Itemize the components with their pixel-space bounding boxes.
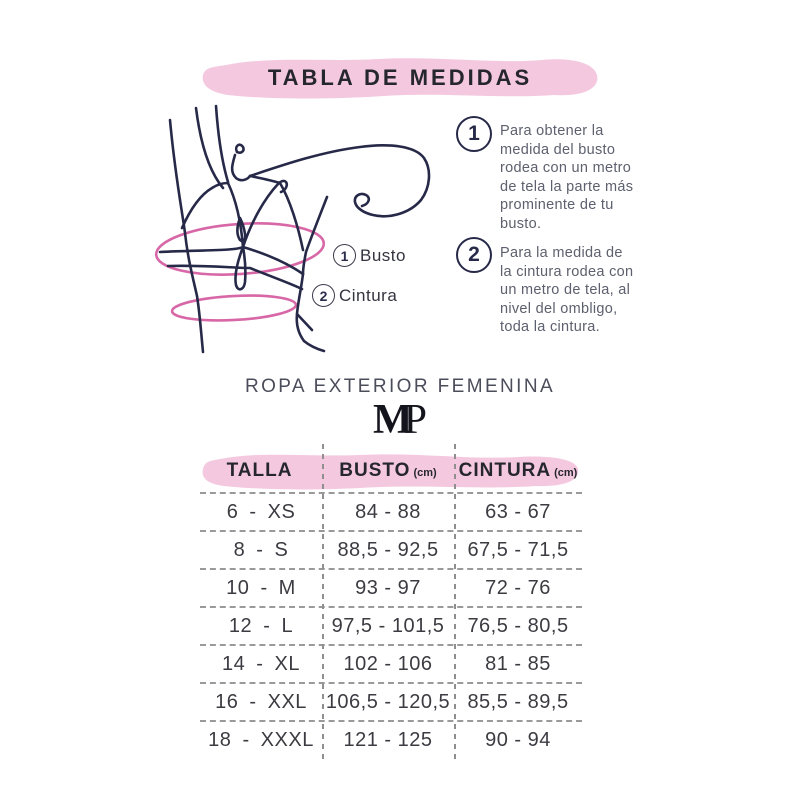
table-row: 8 - S 88,5 - 92,5 67,5 - 71,5 (200, 530, 582, 568)
instruction-2-text: Para la medida de la cintura rodea con u… (500, 245, 634, 336)
cell-talla: 6 - XS (226, 500, 296, 523)
brand-logo: MP (0, 398, 800, 442)
table-row: 14 - XL 102 - 106 81 - 85 (200, 644, 582, 682)
torso-measure-illustration (154, 104, 431, 354)
instruction-2-badge: 2 (456, 237, 492, 273)
table-header-blob-shape (202, 454, 579, 490)
cell-busto: 88,5 - 92,5 (337, 538, 439, 561)
cell-cintura: 85,5 - 89,5 (467, 690, 569, 713)
logo-letter-p: P (403, 397, 427, 443)
section-subtitle: ROPA EXTERIOR FEMENINA (244, 376, 556, 397)
busto-label: Busto (360, 245, 406, 265)
instruction-1-badge: 1 (456, 116, 492, 152)
cell-cintura: 67,5 - 71,5 (467, 538, 569, 561)
cell-talla: 8 - S (233, 538, 289, 561)
logo-letter-m: M (372, 397, 413, 443)
table-row: 10 - M 93 - 97 72 - 76 (200, 568, 582, 606)
cell-busto: 93 - 97 (355, 576, 421, 599)
table-row: 12 - L 97,5 - 101,5 76,5 - 80,5 (200, 606, 582, 644)
table-row: 6 - XS 84 - 88 63 - 67 (200, 492, 582, 530)
callout-cintura: 2 Cintura (312, 284, 397, 307)
table-row: 16 - XXL 106,5 - 120,5 85,5 - 89,5 (200, 682, 582, 720)
column-divider (322, 444, 324, 762)
waist-ring (170, 294, 298, 322)
cell-talla: 10 - M (226, 576, 296, 599)
column-header-cintura: CINTURA (cm) (458, 459, 578, 481)
cell-talla: 14 - XL (222, 652, 300, 675)
instruction-1-text: Para obtener la medida del busto rodea c… (500, 123, 634, 232)
title-banner: TABLA DE MEDIDAS (200, 54, 600, 101)
column-header-busto: BUSTO (cm) (339, 459, 437, 481)
page-title: TABLA DE MEDIDAS (267, 64, 533, 90)
cell-cintura: 90 - 94 (485, 728, 551, 751)
column-header-talla: TALLA (226, 459, 293, 481)
cell-busto: 84 - 88 (355, 500, 421, 523)
size-table-header: TALLA BUSTO (cm) CINTURA (cm) (200, 450, 582, 491)
cell-busto: 106,5 - 120,5 (325, 690, 451, 713)
cell-busto: 97,5 - 101,5 (331, 614, 445, 637)
title-blob-shape (202, 58, 598, 99)
size-table: TALLA BUSTO (cm) CINTURA (cm) 6 - XS 84 - … (200, 450, 582, 758)
cell-talla: 16 - XXL (215, 690, 307, 713)
cell-cintura: 72 - 76 (485, 576, 551, 599)
cell-talla: 12 - L (228, 614, 294, 637)
cell-talla: 18 - XXXL (208, 728, 314, 751)
cell-cintura: 76,5 - 80,5 (467, 614, 569, 637)
cell-busto: 102 - 106 (343, 652, 433, 675)
cintura-number-badge: 2 (312, 284, 335, 307)
table-row: 18 - XXXL 121 - 125 90 - 94 (200, 720, 582, 758)
callout-busto: 1 Busto (333, 244, 406, 267)
column-divider (454, 444, 456, 762)
cell-busto: 121 - 125 (343, 728, 433, 751)
busto-number-badge: 1 (333, 244, 356, 267)
cell-cintura: 63 - 67 (485, 500, 551, 523)
cell-cintura: 81 - 85 (485, 652, 551, 675)
size-table-body: 6 - XS 84 - 88 63 - 67 8 - S 88,5 - 92,5… (200, 492, 582, 758)
cintura-label: Cintura (339, 285, 398, 305)
